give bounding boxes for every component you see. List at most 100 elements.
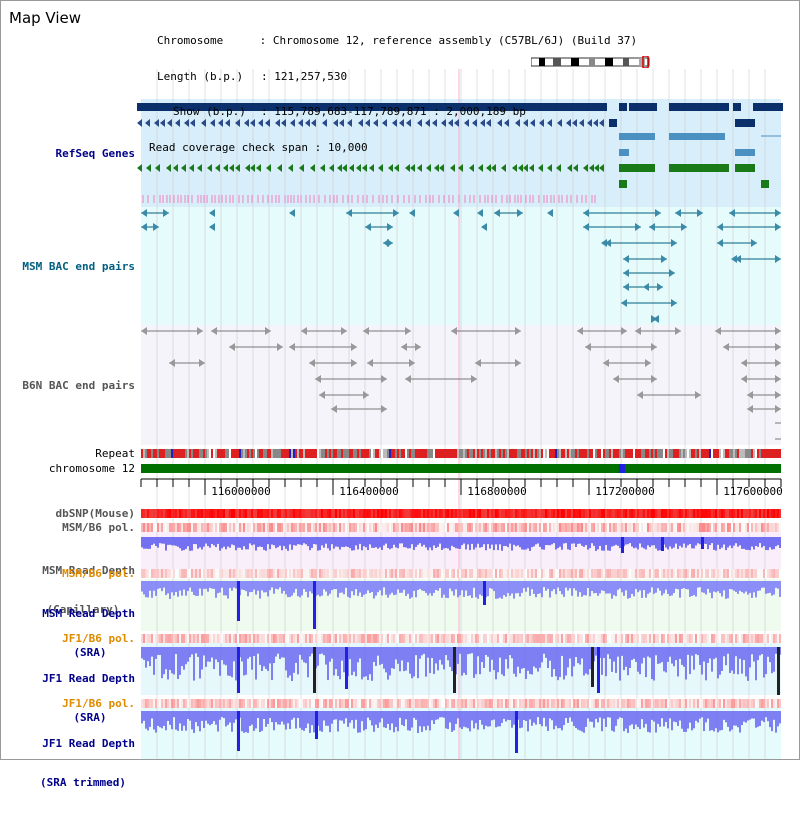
jf1-b6-pol2-cell	[417, 699, 419, 708]
repeat-cell	[773, 449, 775, 458]
repeat-cell	[299, 449, 301, 458]
msm-sra-depth-bar	[277, 581, 279, 590]
track-label-msm-b6-pol[interactable]: MSM/B6 pol.	[62, 521, 135, 534]
repeat-cell	[697, 449, 699, 458]
msm-b6-pol-cell	[455, 523, 457, 532]
track-label-chromosome[interactable]: chromosome 12	[48, 462, 135, 475]
jf1-sra-depth-bar	[219, 647, 221, 676]
msm-b6-pol2-cell	[197, 569, 199, 578]
dbsnp-cell	[253, 509, 255, 518]
dbsnp-cell	[317, 509, 319, 518]
msm-b6-pol-cell	[493, 523, 495, 532]
dbsnp-cell	[625, 509, 627, 518]
msm-sra-depth-bar	[279, 581, 281, 588]
jf1-b6-pol2-cell	[503, 699, 505, 708]
track-label-msm-bac[interactable]: MSM BAC end pairs	[22, 260, 135, 273]
msm-b6-pol2-cell	[253, 569, 255, 578]
track-label-refseq[interactable]: RefSeq Genes	[55, 147, 135, 160]
track-label-jf1-b6-pol-2[interactable]: JF1/B6 pol.	[62, 697, 135, 710]
msm-cap-depth-bar	[571, 537, 573, 544]
track-label-b6n-bac[interactable]: B6N BAC end pairs	[22, 379, 135, 392]
msm-cap-depth-bar	[213, 537, 215, 546]
dbsnp-cell	[735, 509, 737, 518]
dbsnp-cell	[185, 509, 187, 518]
jf1-trim-depth-bar	[411, 711, 413, 728]
msm-b6-pol-cell	[671, 523, 673, 532]
msm-cap-depth-bar	[537, 537, 539, 544]
jf1-b6-pol2-cell	[511, 699, 513, 708]
jf1-b6-pol2-cell	[739, 699, 741, 708]
jf1-sra-depth-bar	[421, 647, 423, 656]
genome-tracks-canvas[interactable]: 116000000 116400000 116800000 117200000 1176…	[1, 1, 800, 761]
jf1-b6-pol-cell	[317, 634, 319, 643]
jf1-sra-depth-bar	[389, 647, 391, 676]
repeat-cell	[253, 449, 255, 458]
msm-cap-depth-bar	[611, 537, 613, 547]
msm-b6-pol-cell	[409, 523, 411, 532]
bac-end-marker	[623, 283, 629, 291]
repeat-cell	[371, 449, 373, 458]
msm-b6-pol-cell	[709, 523, 711, 532]
jf1-trim-depth-bar	[375, 711, 377, 725]
chromosome-ideogram[interactable]	[530, 53, 651, 69]
dbsnp-cell	[375, 509, 377, 518]
jf1-b6-pol-cell	[495, 634, 497, 643]
track-label-msm-depth-sra[interactable]: MSM Read Depth (SRA)	[1, 581, 135, 685]
msm-b6-pol-cell	[153, 523, 155, 532]
jf1-b6-pol-cell	[175, 634, 177, 643]
msm-b6-pol-cell	[439, 523, 441, 532]
msm-cap-depth-bar	[301, 537, 303, 546]
jf1-b6-pol2-cell	[777, 699, 779, 708]
jf1-sra-depth-bar	[215, 647, 217, 660]
repeat-cell	[197, 449, 199, 458]
msm-sra-depth-bar	[489, 581, 491, 589]
msm-sra-depth-bar	[481, 581, 483, 596]
jf1-sra-depth-bar	[353, 647, 355, 672]
msm-cap-depth-bar	[517, 537, 519, 546]
bac-end-marker	[341, 327, 347, 335]
jf1-trim-depth-bar	[221, 711, 223, 718]
msm-b6-pol2-cell	[661, 569, 663, 578]
repeat-cell	[675, 449, 677, 458]
repeat-cell	[357, 449, 359, 458]
track-label-jf1-depth-sra[interactable]: JF1 Read Depth (SRA)	[1, 646, 135, 750]
track-label-msm-b6-pol-2[interactable]: MSM/B6 pol.	[62, 567, 135, 580]
msm-b6-pol2-cell	[331, 569, 333, 578]
msm-cap-depth-bar	[531, 537, 533, 548]
msm-b6-pol-cell	[343, 523, 345, 532]
repeat-cell	[651, 449, 653, 458]
repeat-cell	[177, 449, 179, 458]
repeat-cell	[339, 449, 341, 458]
track-label-jf1-depth-trimmed[interactable]: JF1 Read Depth (SRA trimmed)	[1, 711, 135, 815]
msm-cap-depth-bar	[205, 537, 207, 544]
track-label-jf1-b6-pol[interactable]: JF1/B6 pol.	[62, 632, 135, 645]
dbsnp-cell	[449, 509, 451, 518]
dbsnp-cell	[151, 509, 153, 518]
bac-end-marker	[289, 343, 295, 351]
gene-marker	[190, 119, 195, 127]
msm-b6-pol2-cell	[245, 569, 247, 578]
track-label-dbsnp[interactable]: dbSNP(Mouse)	[55, 507, 135, 520]
dbsnp-cell	[669, 509, 671, 518]
msm-cap-depth-bar	[709, 537, 711, 546]
repeat-cell	[191, 449, 193, 458]
dbsnp-cell	[153, 509, 155, 518]
repeat-cell	[175, 449, 177, 458]
dbsnp-cell	[543, 509, 545, 518]
header-info: Chromosome : Chromosome 12, reference as…	[149, 34, 638, 154]
repeat-cell	[293, 449, 295, 458]
dbsnp-cell	[719, 509, 721, 518]
repeat-cell	[567, 449, 569, 458]
track-label-repeat[interactable]: Repeat	[95, 447, 135, 460]
gene-marker	[573, 164, 578, 172]
msm-b6-pol2-cell	[701, 569, 703, 578]
jf1-trim-depth-bar	[327, 711, 329, 726]
msm-sra-depth-bar	[583, 581, 585, 596]
jf1-b6-pol2-cell	[545, 699, 547, 708]
track-label-msm-depth-capillary[interactable]: MSM Read Depth (Capillary)	[1, 538, 135, 642]
msm-b6-pol-cell	[281, 523, 283, 532]
dbsnp-cell	[337, 509, 339, 518]
jf1-trim-depth-bar	[365, 711, 367, 730]
repeat-cell	[531, 449, 533, 458]
dbsnp-cell	[729, 509, 731, 518]
